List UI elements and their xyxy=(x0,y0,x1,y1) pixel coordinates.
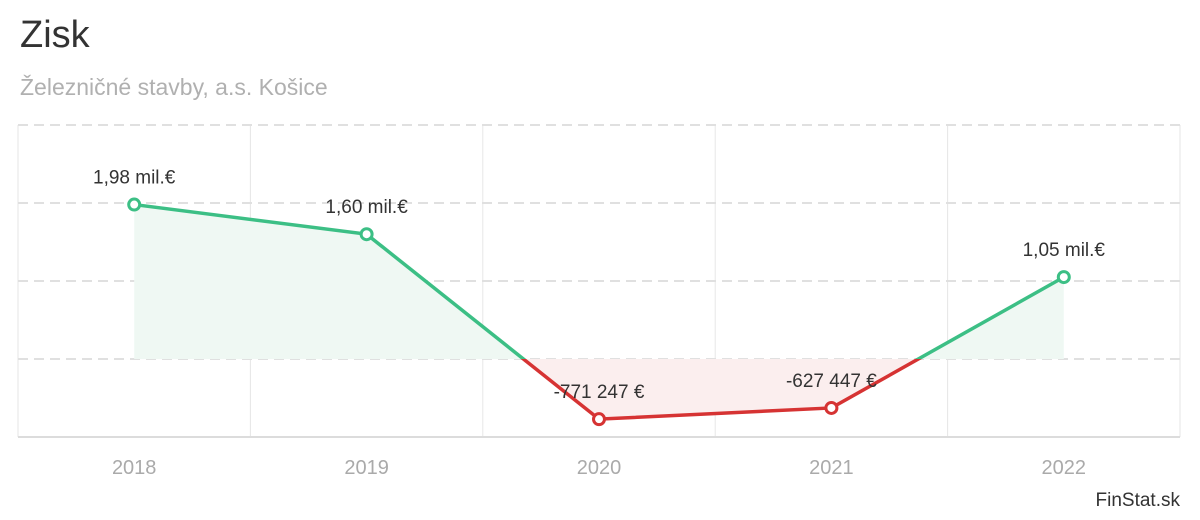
data-point xyxy=(592,412,606,427)
data-point xyxy=(824,400,839,415)
area-positive xyxy=(134,204,1064,359)
x-tick-label: 2020 xyxy=(577,457,622,479)
chart-subtitle: Železničné stavby, a.s. Košice xyxy=(20,74,328,100)
data-label: 1,60 mil.€ xyxy=(325,197,408,218)
line-positive xyxy=(133,202,1065,359)
data-label: -627 447 € xyxy=(786,371,877,392)
chart-title: Zisk xyxy=(20,14,90,56)
data-point xyxy=(1056,270,1071,285)
finstat-credit-link[interactable]: FinStat.sk xyxy=(1095,490,1180,511)
x-tick-label: 2021 xyxy=(809,457,854,479)
data-label: -771 247 € xyxy=(554,382,645,403)
x-tick-label: 2022 xyxy=(1042,457,1087,479)
x-tick-label: 2018 xyxy=(112,457,157,479)
data-label: 1,98 mil.€ xyxy=(93,168,176,189)
x-tick-label: 2019 xyxy=(344,457,389,479)
data-label: 1,05 mil.€ xyxy=(1023,240,1106,261)
data-point xyxy=(359,227,374,242)
data-point xyxy=(127,197,142,212)
